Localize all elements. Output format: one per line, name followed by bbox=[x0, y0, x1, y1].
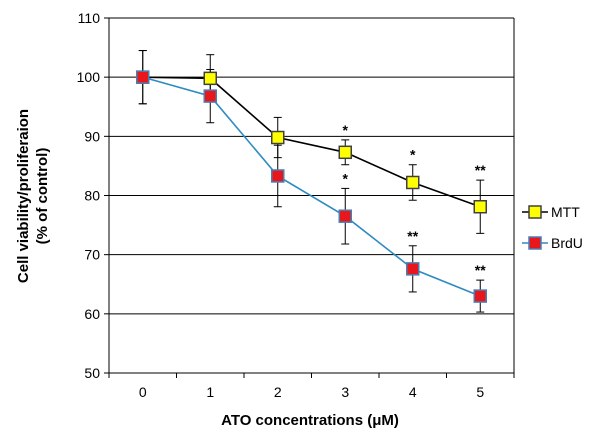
marker-mtt-2 bbox=[271, 130, 285, 145]
x-tick-label-3: 3 bbox=[341, 384, 349, 400]
marker-brdu-3 bbox=[338, 209, 352, 223]
y-axis-title-line2: (% of control) bbox=[34, 148, 51, 245]
y-axis-title-line1: Cell viability/proliferaion bbox=[15, 109, 32, 283]
series-markers bbox=[136, 70, 487, 303]
y-tick-label-100: 100 bbox=[77, 69, 101, 85]
x-tick-label-5: 5 bbox=[476, 384, 484, 400]
significance-brdu-4: ** bbox=[407, 228, 418, 244]
marker-mtt-4 bbox=[406, 175, 420, 190]
gridlines bbox=[109, 17, 514, 315]
legend: MTT BrdU bbox=[522, 204, 583, 251]
significance-brdu-5: ** bbox=[475, 262, 486, 278]
legend-label-brdu: BrdU bbox=[551, 235, 583, 251]
y-axis-title: Cell viability/proliferaion (% of contro… bbox=[15, 109, 51, 283]
marker-brdu-1 bbox=[203, 89, 217, 103]
significance-mtt-3: * bbox=[343, 122, 349, 138]
legend-marker-brdu bbox=[528, 236, 542, 250]
significance-mtt-5: ** bbox=[475, 162, 486, 178]
x-tick-label-0: 0 bbox=[139, 384, 147, 400]
series-line-mtt bbox=[142, 76, 481, 208]
significance-labels: ********* bbox=[343, 122, 487, 278]
y-tick-label-60: 60 bbox=[84, 306, 100, 322]
x-tick-label-1: 1 bbox=[206, 384, 214, 400]
marker-mtt-1 bbox=[203, 71, 217, 86]
series-lines bbox=[142, 76, 481, 297]
y-tick-label-110: 110 bbox=[78, 10, 101, 26]
marker-brdu-0 bbox=[136, 70, 150, 84]
y-tick-label-70: 70 bbox=[84, 247, 100, 263]
marker-brdu-4 bbox=[406, 262, 420, 276]
x-tick-label-4: 4 bbox=[409, 384, 417, 400]
legend-label-mtt: MTT bbox=[551, 204, 580, 220]
significance-mtt-4: * bbox=[410, 147, 416, 163]
legend-marker-mtt bbox=[528, 205, 542, 219]
marker-brdu-2 bbox=[271, 169, 285, 183]
y-axis: 50 60 70 80 90 100 110 bbox=[77, 10, 109, 381]
x-axis-title: ATO concentrations (μM) bbox=[221, 412, 399, 429]
significance-brdu-3: * bbox=[343, 170, 349, 186]
x-axis: 0 1 2 3 4 5 bbox=[108, 373, 515, 400]
y-tick-label-80: 80 bbox=[84, 188, 100, 204]
series-line-brdu bbox=[142, 76, 481, 297]
marker-mtt-5 bbox=[473, 199, 487, 214]
marker-mtt-3 bbox=[338, 145, 352, 160]
y-tick-label-90: 90 bbox=[84, 128, 100, 144]
x-tick-label-2: 2 bbox=[274, 384, 282, 400]
marker-brdu-5 bbox=[473, 289, 487, 303]
y-tick-label-50: 50 bbox=[84, 365, 100, 381]
